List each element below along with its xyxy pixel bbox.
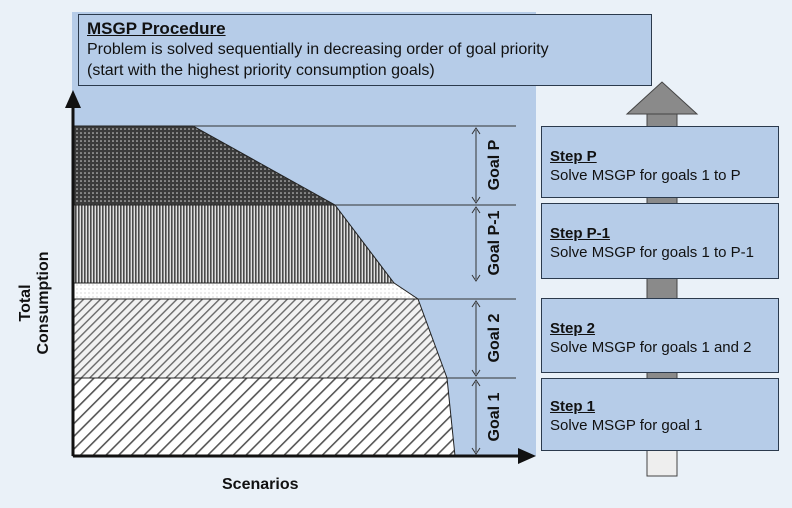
goal-2-label: Goal 2 bbox=[486, 313, 503, 363]
step-1-title: Step 1 bbox=[550, 398, 596, 415]
y-axis-arrowhead bbox=[65, 90, 81, 108]
goal-guide-lines bbox=[193, 125, 516, 379]
procedure-line-2: (start with the highest priority consump… bbox=[87, 62, 435, 79]
goal-2-area bbox=[72, 298, 448, 379]
procedure-title: MSGP Procedure bbox=[87, 19, 226, 38]
x-axis-arrowhead bbox=[518, 448, 536, 464]
step-p-desc: Solve MSGP for goals 1 to P bbox=[550, 167, 741, 184]
step-1-box: Step 1 Solve MSGP for goal 1 bbox=[541, 378, 779, 451]
y-axis-label-line-2: Consumption bbox=[35, 251, 52, 355]
step-2-box: Step 2 Solve MSGP for goals 1 and 2 bbox=[541, 298, 779, 373]
buffer-area bbox=[72, 282, 420, 300]
step-p-1-title: Step P-1 bbox=[550, 225, 611, 242]
y-axis-label: Total Consumption bbox=[17, 244, 53, 362]
procedure-line-1: Problem is solved sequentially in decrea… bbox=[87, 41, 549, 58]
x-axis-label: Scenarios bbox=[222, 476, 299, 493]
goal-p-label: Goal P bbox=[486, 139, 503, 191]
goal-range-arrows bbox=[471, 127, 481, 455]
goal-1-label: Goal 1 bbox=[486, 392, 503, 442]
y-axis-label-line-1: Total bbox=[17, 284, 34, 322]
goal-p-1-label: Goal P-1 bbox=[486, 210, 503, 276]
procedure-box: MSGP Procedure Problem is solved sequent… bbox=[78, 14, 652, 86]
step-p-title: Step P bbox=[550, 148, 597, 165]
goal-p-area bbox=[72, 125, 337, 206]
goal-1-area bbox=[72, 377, 456, 457]
step-p-box: Step P Solve MSGP for goals 1 to P bbox=[541, 126, 779, 198]
step-2-title: Step 2 bbox=[550, 320, 596, 337]
step-p-1-box: Step P-1 Solve MSGP for goals 1 to P-1 bbox=[541, 203, 779, 279]
goal-p-1-area bbox=[72, 204, 396, 284]
step-2-desc: Solve MSGP for goals 1 and 2 bbox=[550, 339, 752, 356]
step-p-1-desc: Solve MSGP for goals 1 to P-1 bbox=[550, 244, 754, 261]
step-1-desc: Solve MSGP for goal 1 bbox=[550, 417, 703, 434]
